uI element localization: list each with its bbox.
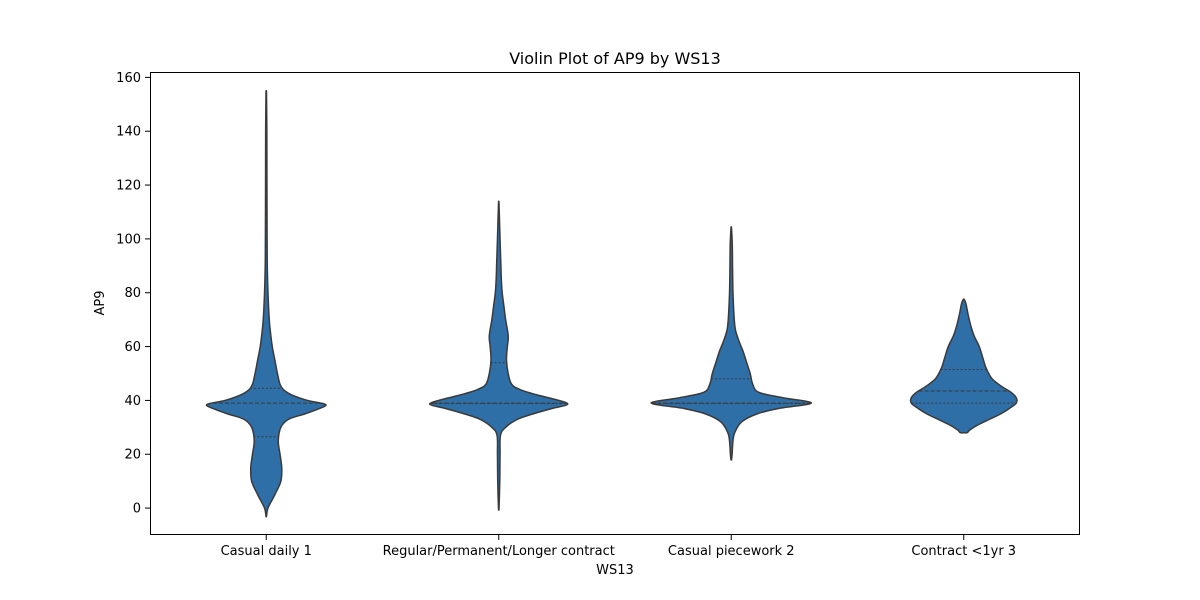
y-axis: 0 20 40 60 80 100 120 140 160 [116, 71, 150, 517]
x-tick-label: Regular/Permanent/Longer contract [383, 544, 615, 559]
y-tick-label: 100 [116, 232, 141, 247]
y-tick-label: 0 [133, 502, 141, 517]
y-tick-label: 60 [124, 340, 141, 355]
x-axis: Casual daily 1 Regular/Permanent/Longer c… [221, 535, 1016, 559]
y-tick-label: 160 [116, 71, 141, 86]
y-tick-label: 40 [124, 394, 141, 409]
plot-frame [150, 72, 1080, 535]
x-axis-label: WS13 [596, 563, 634, 578]
violin-body [429, 200, 569, 511]
violin-body [909, 298, 1018, 434]
x-tick-label: Contract <1yr 3 [911, 544, 1016, 559]
x-tick-label: Casual daily 1 [221, 544, 312, 559]
violins-layer [205, 90, 1018, 518]
y-tick-label: 80 [124, 286, 141, 301]
y-axis-label: AP9 [93, 290, 108, 315]
y-tick-label: 20 [124, 448, 141, 463]
y-tick-label: 140 [116, 125, 141, 140]
violin-body [650, 226, 813, 461]
y-tick-label: 120 [116, 179, 141, 194]
violin-body [205, 90, 327, 518]
chart-title: Violin Plot of AP9 by WS13 [509, 49, 721, 68]
x-tick-label: Casual piecework 2 [668, 544, 795, 559]
